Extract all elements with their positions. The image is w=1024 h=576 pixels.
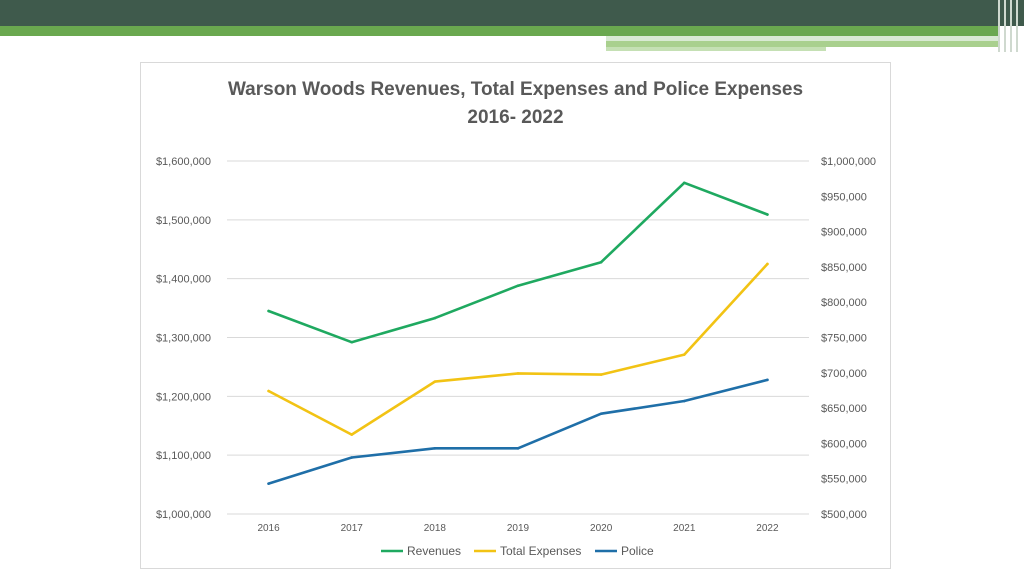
chart-title: Warson Woods Revenues, Total Expenses an…	[227, 79, 804, 100]
x-tick-label: 2022	[756, 523, 779, 534]
data-point	[516, 447, 520, 450]
x-tick-label: 2017	[341, 523, 364, 534]
series-line-total-expenses	[267, 262, 769, 436]
y-left-tick-label: $1,200,000	[156, 391, 211, 403]
y-right-tick-label: $500,000	[821, 509, 867, 521]
data-point	[599, 260, 603, 264]
data-point	[433, 380, 437, 383]
accent-stripe	[606, 47, 826, 51]
data-point	[682, 353, 686, 356]
data-point	[599, 412, 603, 416]
y-right-tick-label: $650,000	[821, 403, 867, 415]
accent-band	[0, 26, 1000, 36]
y-left-tick-label: $1,300,000	[156, 333, 211, 345]
data-point	[433, 316, 437, 320]
data-point	[267, 482, 270, 485]
data-point	[682, 181, 686, 185]
line-chart: $1,000,000 $1,100,000 $1,200,000 $1,300,000…	[156, 156, 876, 558]
data-point	[267, 389, 270, 393]
series-line-revenues	[267, 181, 769, 344]
y-right-tick-label: $1,000,000	[821, 156, 876, 168]
accent-stripe	[606, 36, 1000, 41]
y-right-tick-label: $550,000	[821, 474, 867, 486]
data-point	[766, 213, 769, 216]
y-right-tick-label: $850,000	[821, 262, 867, 274]
data-point	[766, 262, 769, 266]
accent-stripe	[606, 41, 1000, 47]
data-point	[766, 378, 769, 382]
chart-container: Warson Woods Revenues, Total Expenses an…	[140, 62, 891, 569]
x-tick-label: 2018	[424, 523, 447, 534]
y-right-tick-label: $750,000	[821, 333, 867, 345]
legend-label: Revenues	[407, 544, 461, 558]
y-left-tick-label: $1,100,000	[156, 450, 211, 462]
y-right-tick-label: $950,000	[821, 191, 867, 203]
y-right-tick-label: $600,000	[821, 438, 867, 450]
x-tick-label: 2021	[673, 523, 696, 534]
y-right-tick-label: $700,000	[821, 368, 867, 380]
y-left-tick-label: $1,000,000	[156, 509, 211, 521]
data-point	[682, 399, 686, 403]
chart-subtitle: 2016- 2022	[467, 107, 564, 128]
data-point	[350, 340, 354, 344]
x-tick-label: 2020	[590, 523, 613, 534]
legend-label: Police	[621, 544, 654, 558]
y-right-tick-label: $800,000	[821, 297, 867, 309]
series-line-police	[267, 378, 769, 485]
data-point	[350, 433, 354, 436]
data-point	[267, 309, 270, 313]
header-bar	[0, 0, 1024, 26]
y-left-tick-label: $1,500,000	[156, 215, 211, 227]
data-point	[350, 456, 354, 459]
x-tick-label: 2019	[507, 523, 530, 534]
y-right-tick-label: $900,000	[821, 227, 867, 239]
x-tick-label: 2016	[257, 523, 280, 534]
y-left-tick-label: $1,600,000	[156, 156, 211, 168]
data-point	[516, 372, 520, 375]
data-point	[516, 284, 520, 288]
decorative-stripes	[994, 0, 1024, 52]
data-point	[433, 447, 437, 450]
y-left-tick-label: $1,400,000	[156, 274, 211, 286]
legend-label: Total Expenses	[500, 544, 581, 558]
data-point	[599, 373, 603, 376]
